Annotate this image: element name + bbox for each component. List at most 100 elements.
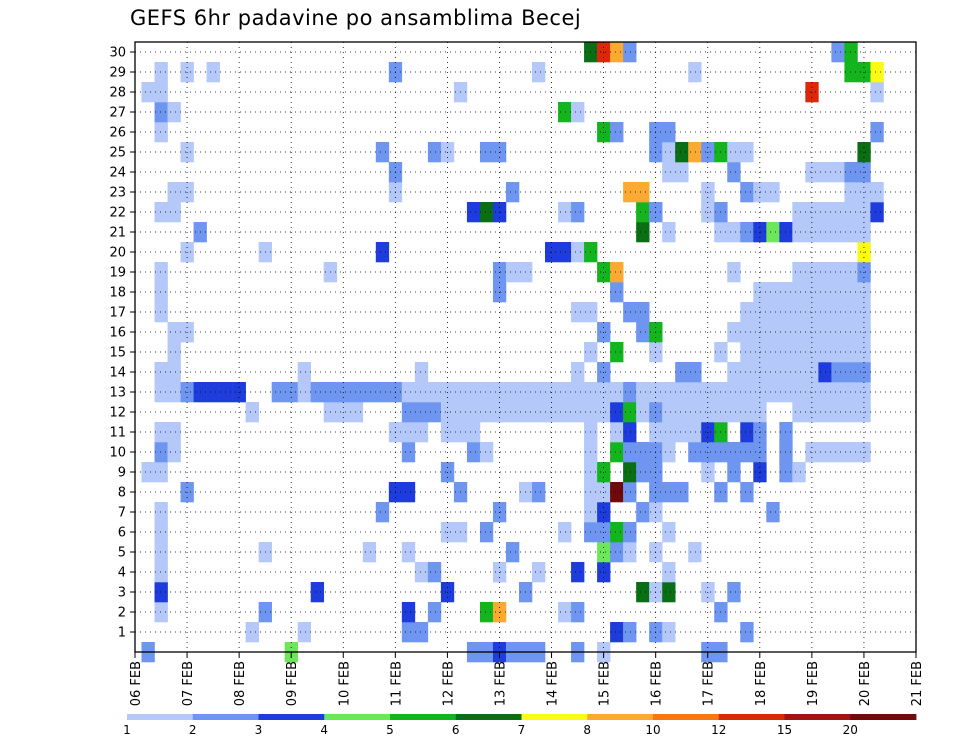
heat-cell: [740, 142, 754, 163]
heat-cell: [675, 402, 689, 423]
heat-cell: [401, 382, 416, 403]
heat-cell: [414, 622, 429, 643]
heat-cell: [870, 202, 884, 223]
heat-cell: [610, 622, 624, 643]
y-tick-label: 26: [109, 126, 126, 141]
colorbar-label: 5: [386, 723, 394, 737]
heat-cell: [740, 182, 754, 203]
heat-cell: [662, 222, 676, 243]
heat-cell: [636, 442, 650, 463]
heat-cell: [662, 142, 676, 163]
heat-cell: [167, 362, 181, 383]
heat-cell: [623, 302, 637, 323]
heat-cell: [571, 362, 585, 383]
heat-cell: [623, 42, 637, 63]
heat-cell: [675, 482, 689, 503]
heat-cell: [245, 622, 259, 643]
heat-cell: [688, 142, 702, 163]
colorbar-segment: [324, 714, 391, 720]
heat-cell: [844, 282, 858, 303]
heat-cell: [675, 362, 689, 383]
heat-cell: [623, 422, 637, 443]
heat-cell: [466, 202, 481, 223]
grid-layer: [134, 42, 917, 652]
heat-cell: [831, 382, 845, 403]
heat-cell: [532, 62, 546, 83]
heat-cell: [792, 322, 806, 343]
heat-cell: [479, 142, 494, 163]
heat-cell: [831, 442, 845, 463]
x-tick-label: 21 FEB: [910, 661, 925, 706]
heat-cell: [844, 402, 858, 423]
y-tick-label: 3: [118, 586, 126, 601]
heat-cell: [362, 382, 377, 403]
heat-cell: [219, 382, 233, 403]
heat-cell: [505, 262, 520, 283]
colorbar-segment: [258, 714, 325, 720]
heat-cell: [154, 562, 168, 583]
heat-cell: [870, 82, 884, 103]
heat-cell: [792, 342, 806, 363]
heat-cell: [558, 602, 572, 623]
heat-cell: [154, 462, 168, 483]
heat-cell: [623, 482, 637, 503]
heat-cell: [532, 562, 546, 583]
heat-cell: [662, 382, 676, 403]
heat-cell: [766, 342, 780, 363]
heat-cell: [675, 162, 689, 183]
heat-cell: [154, 122, 168, 143]
y-tick-label: 9: [118, 466, 126, 481]
axes-layer: 1234567891011121314151617181920212223242…: [109, 41, 925, 706]
heat-cell: [349, 402, 364, 423]
heat-cell: [766, 382, 780, 403]
x-tick-label: 17 FEB: [702, 661, 717, 706]
heat-cell: [636, 322, 650, 343]
colorbar-label: 8: [583, 723, 591, 737]
heat-cell: [558, 382, 572, 403]
heat-cell: [636, 302, 650, 323]
heat-cell: [844, 42, 858, 63]
heat-cell: [831, 302, 845, 323]
heat-cell: [167, 202, 181, 223]
heat-cell: [558, 402, 572, 423]
heat-cell: [349, 382, 364, 403]
colorbar-segment: [653, 714, 720, 720]
heat-cell: [688, 442, 702, 463]
heat-cell: [466, 402, 481, 423]
heat-cell: [532, 402, 546, 423]
heat-cell: [154, 82, 168, 103]
x-tick-label: 07 FEB: [181, 661, 196, 706]
heat-cell: [727, 402, 741, 423]
heat-cell: [675, 142, 689, 163]
heat-cell: [414, 382, 429, 403]
heat-cell: [870, 62, 884, 83]
cells-layer: [141, 42, 884, 663]
heat-cell: [610, 522, 624, 543]
heat-cell: [466, 442, 481, 463]
heat-cell: [792, 222, 806, 243]
heat-cell: [688, 362, 702, 383]
x-tick-label: 20 FEB: [858, 661, 873, 706]
heat-cell: [610, 542, 624, 563]
colorbar-segment: [521, 714, 588, 720]
x-tick-label: 13 FEB: [493, 661, 508, 706]
heat-cell: [505, 402, 520, 423]
heat-cell: [844, 182, 858, 203]
y-tick-label: 17: [109, 306, 126, 321]
heat-cell: [740, 622, 754, 643]
heat-cell: [844, 62, 858, 83]
heat-cell: [688, 62, 702, 83]
heat-cell: [167, 442, 181, 463]
heat-cell: [662, 582, 676, 603]
heat-cell: [571, 242, 585, 263]
heat-cell: [154, 202, 168, 223]
heat-cell: [636, 382, 650, 403]
heat-cell: [375, 242, 390, 263]
heat-cell: [792, 202, 806, 223]
heat-cell: [505, 542, 520, 563]
heat-cell: [141, 462, 155, 483]
y-tick-label: 12: [109, 406, 126, 421]
x-tick-label: 10 FEB: [337, 661, 352, 706]
x-tick-label: 18 FEB: [754, 661, 769, 706]
